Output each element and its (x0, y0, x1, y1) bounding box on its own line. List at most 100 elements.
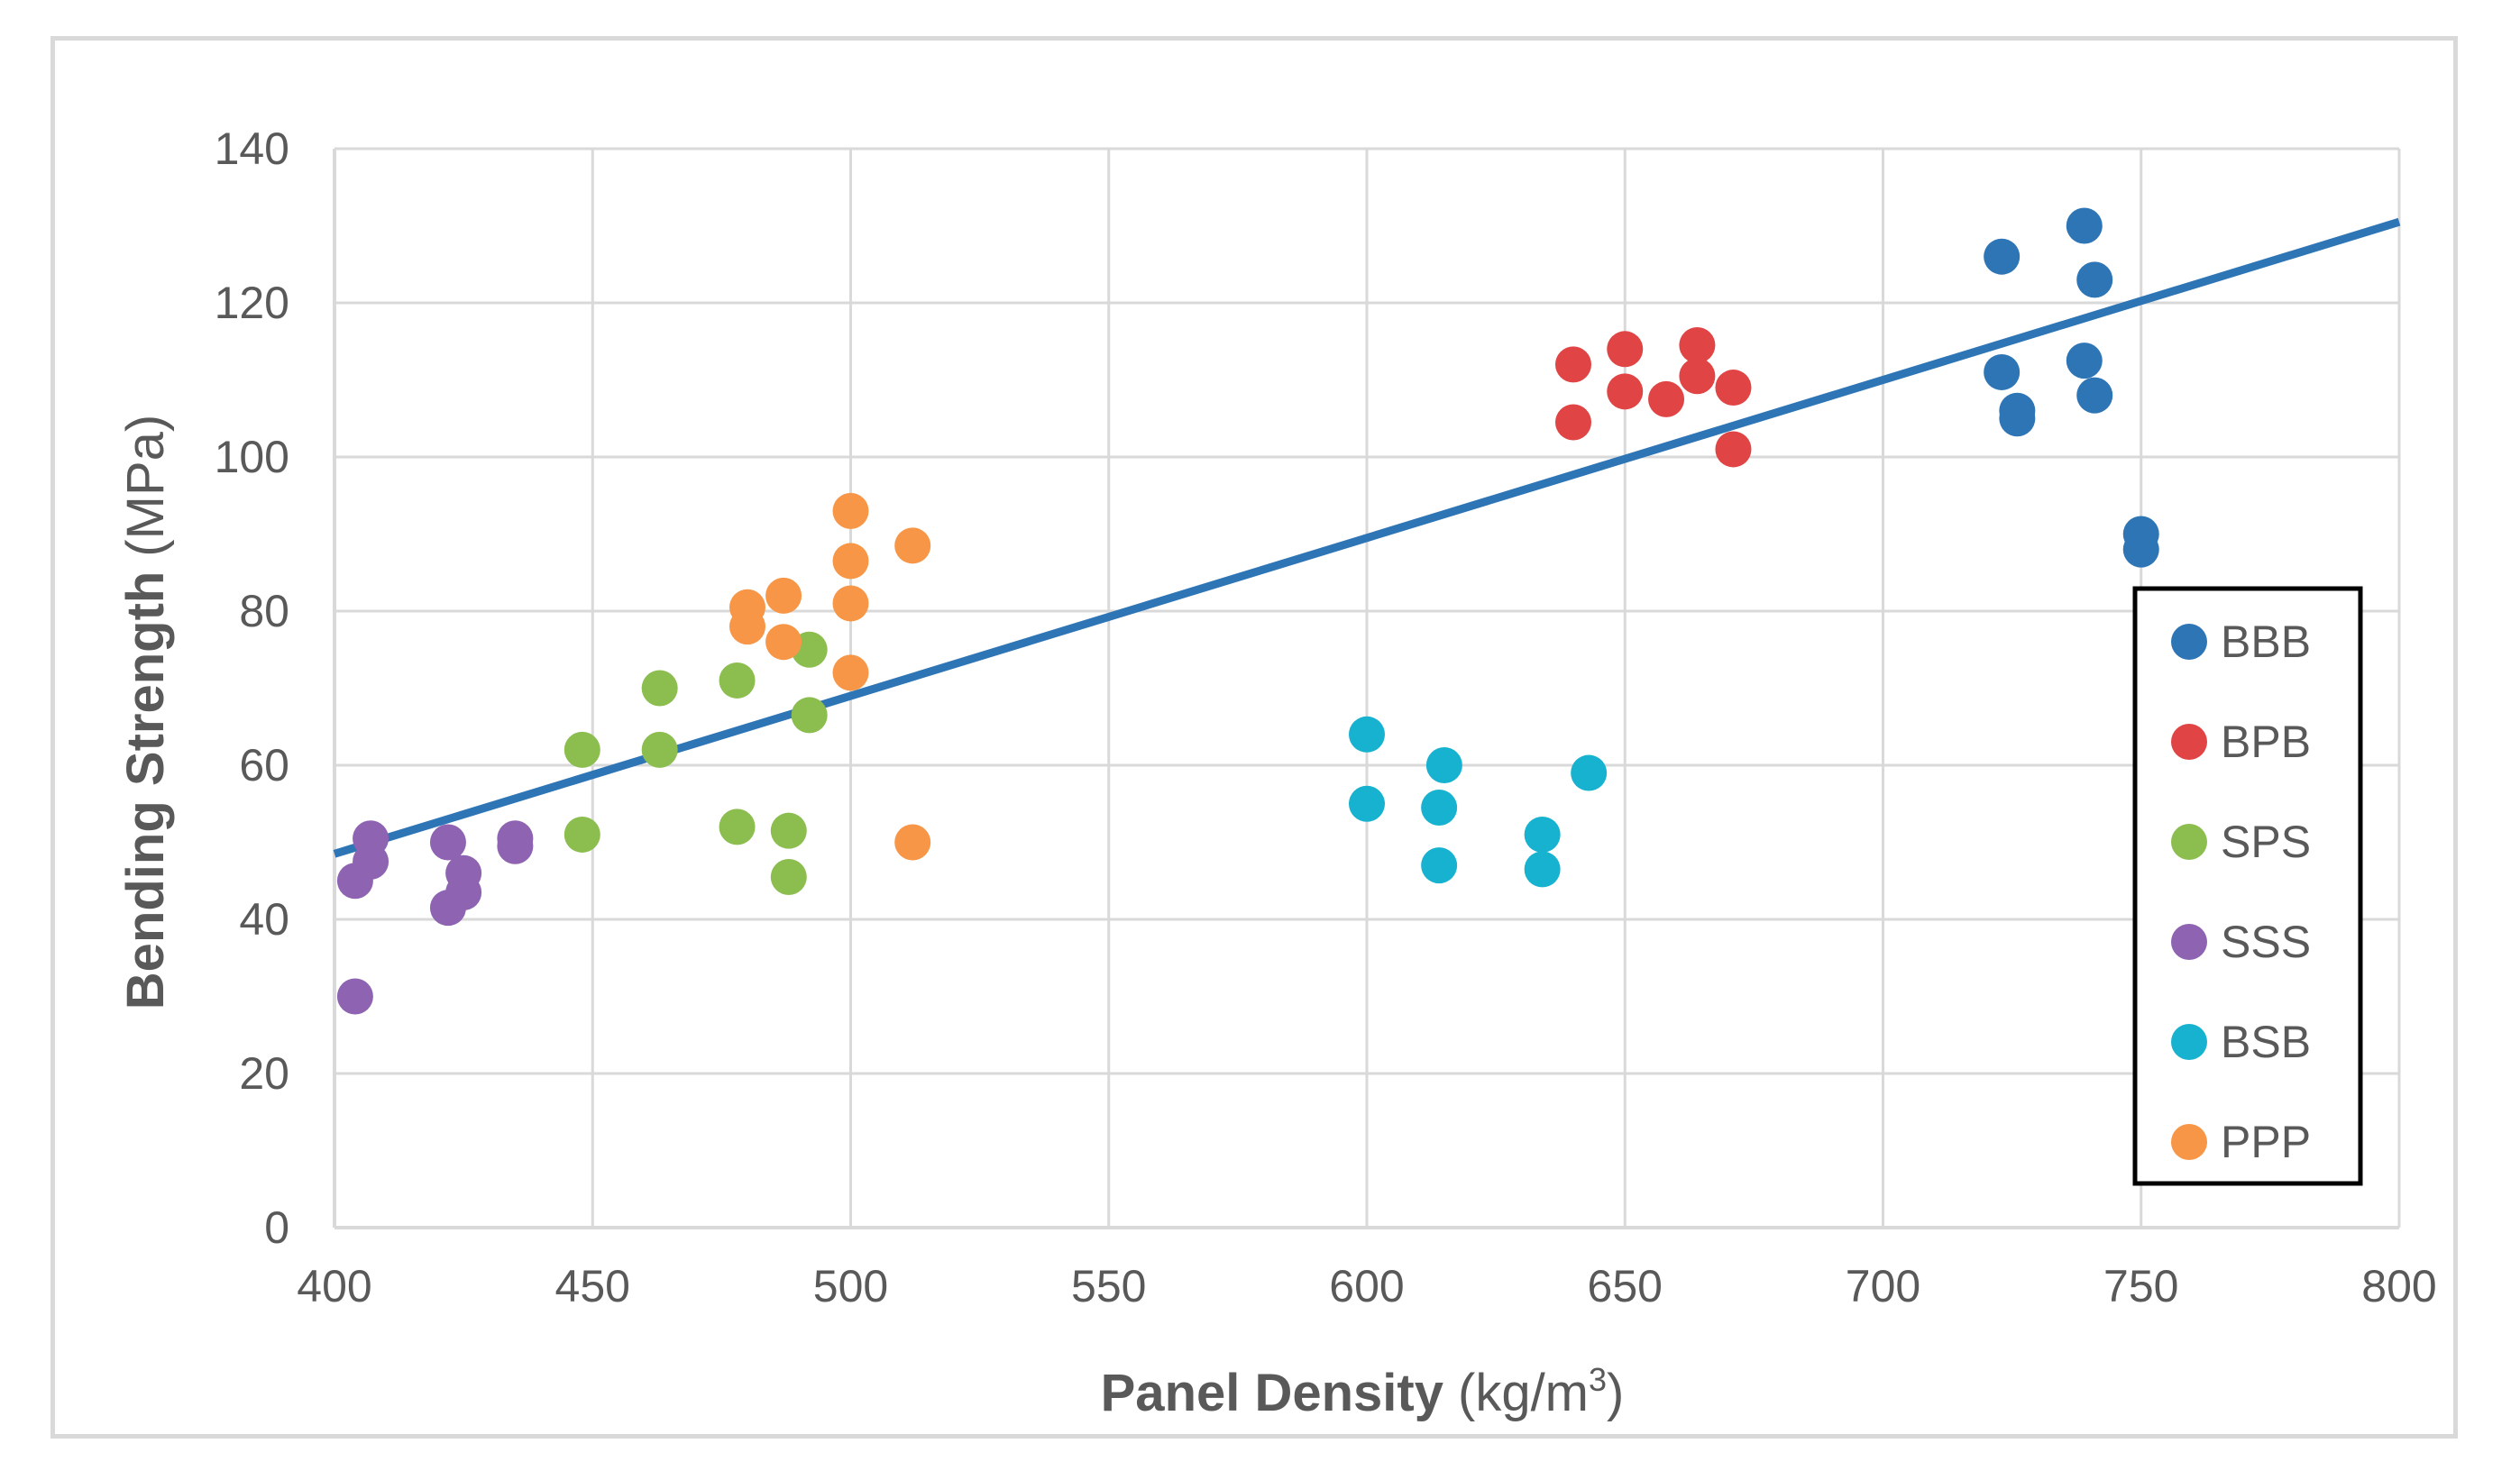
x-tick-label: 600 (1329, 1261, 1404, 1311)
point-ppp (832, 492, 869, 529)
legend-marker (2171, 824, 2207, 860)
x-axis-title-unit: (kg/m (1458, 1364, 1589, 1422)
x-axis-title: Panel Density (kg/m3) (1101, 1361, 1625, 1422)
x-tick-label: 650 (1588, 1261, 1663, 1311)
point-sps (641, 731, 678, 768)
point-bbb (1984, 353, 2021, 390)
legend-item-sss: SSS (2171, 917, 2311, 967)
point-bpb (1555, 346, 1591, 383)
x-tick-label: 750 (2103, 1261, 2178, 1311)
x-tick-label: 700 (1846, 1261, 1920, 1311)
legend: BBB BPB SPS SSS BSB PPP (2132, 586, 2363, 1186)
point-sps (719, 662, 756, 699)
point-ppp (832, 654, 869, 691)
point-ppp (894, 527, 931, 564)
legend-item-bsb: BSB (2171, 1017, 2311, 1067)
point-sps (770, 812, 807, 849)
point-bpb (1648, 380, 1685, 417)
axes (333, 149, 2399, 1229)
trendline (333, 217, 2401, 858)
point-bbb (1999, 400, 2036, 437)
x-tick-label: 550 (1071, 1261, 1146, 1311)
x-tick-label: 450 (555, 1261, 630, 1311)
y-tick-label: 60 (239, 740, 289, 790)
y-tick-label: 80 (239, 586, 289, 636)
point-bbb (2076, 261, 2113, 298)
legend-label: BBB (2221, 617, 2311, 667)
point-sps (770, 858, 807, 895)
point-bsb (1349, 785, 1385, 822)
x-tick-label: 500 (813, 1261, 888, 1311)
legend-marker (2171, 624, 2207, 660)
legend-item-bpb: BPB (2171, 717, 2311, 767)
y-axis-title-unit: (MPa) (116, 415, 175, 557)
legend-label: BPB (2221, 717, 2311, 767)
series-bpb (1555, 327, 1752, 468)
legend-marker (2171, 1124, 2207, 1160)
legend-marker (2171, 1024, 2207, 1060)
point-bbb (2066, 207, 2103, 244)
series-bbb (1984, 207, 2159, 568)
y-tick-label: 0 (264, 1202, 289, 1253)
legend-item-sps: SPS (2171, 817, 2311, 867)
point-sss (336, 978, 373, 1015)
point-ppp (729, 608, 765, 645)
point-ppp (894, 824, 931, 861)
point-ppp (765, 577, 802, 614)
x-axis-title-sup: 3 (1589, 1361, 1607, 1398)
point-sss (497, 827, 534, 864)
point-bbb (2066, 343, 2103, 379)
point-bpb (1555, 404, 1591, 441)
scatter-chart: 400 450 500 550 600 650 700 750 800 0 20 40 60 80 100 1… (116, 123, 2437, 1422)
point-bpb (1679, 358, 1716, 395)
point-bsb (1349, 716, 1385, 753)
point-bsb (1571, 754, 1608, 791)
point-sss (445, 874, 482, 911)
y-tick-label: 140 (215, 123, 289, 174)
x-tick-label: 400 (297, 1261, 371, 1311)
point-sps (641, 670, 678, 707)
legend-box (2132, 586, 2363, 1186)
chart-frame: 400 450 500 550 600 650 700 750 800 0 20 40 60 80 100 1… (50, 36, 2458, 1439)
point-ppp (832, 543, 869, 580)
point-bsb (1425, 747, 1462, 783)
series-sss (336, 820, 534, 1015)
gridlines (333, 147, 2401, 1228)
legend-marker (2171, 724, 2207, 760)
point-sps (564, 731, 600, 768)
x-axis-title-unit-close: ) (1607, 1364, 1624, 1422)
point-sss (429, 824, 466, 861)
y-axis-title: Bending Strength (MPa) (116, 415, 175, 1010)
legend-marker (2171, 924, 2207, 960)
point-bbb (1984, 238, 2021, 275)
point-bbb (2076, 377, 2113, 414)
point-bpb (1679, 327, 1716, 364)
point-bsb (1524, 851, 1561, 888)
point-bpb (1607, 331, 1644, 368)
tick-labels: 400 450 500 550 600 650 700 750 800 0 20 40 60 80 100 1… (215, 123, 2437, 1311)
point-bpb (1607, 373, 1644, 410)
point-sps (564, 816, 600, 853)
point-ppp (765, 624, 802, 661)
point-bpb (1715, 431, 1752, 468)
data-points (336, 207, 2159, 1015)
point-sss (353, 843, 389, 880)
legend-label: SPS (2221, 817, 2311, 867)
point-bsb (1421, 847, 1458, 884)
point-bbb (2122, 531, 2159, 568)
legend-label: PPP (2221, 1117, 2311, 1167)
legend-label: SSS (2221, 917, 2311, 967)
y-axis-title-bold: Bending Strength (116, 571, 175, 1010)
point-sps (719, 809, 756, 845)
point-ppp (832, 585, 869, 622)
y-tick-label: 120 (215, 278, 289, 328)
point-bsb (1421, 790, 1458, 827)
series-ppp (729, 492, 931, 861)
y-tick-label: 40 (239, 894, 289, 945)
legend-label: BSB (2221, 1017, 2311, 1067)
x-tick-label: 800 (2361, 1261, 2436, 1311)
trendline-line (333, 217, 2401, 858)
y-tick-label: 100 (215, 432, 289, 482)
point-bsb (1524, 816, 1561, 853)
y-tick-label: 20 (239, 1048, 289, 1099)
